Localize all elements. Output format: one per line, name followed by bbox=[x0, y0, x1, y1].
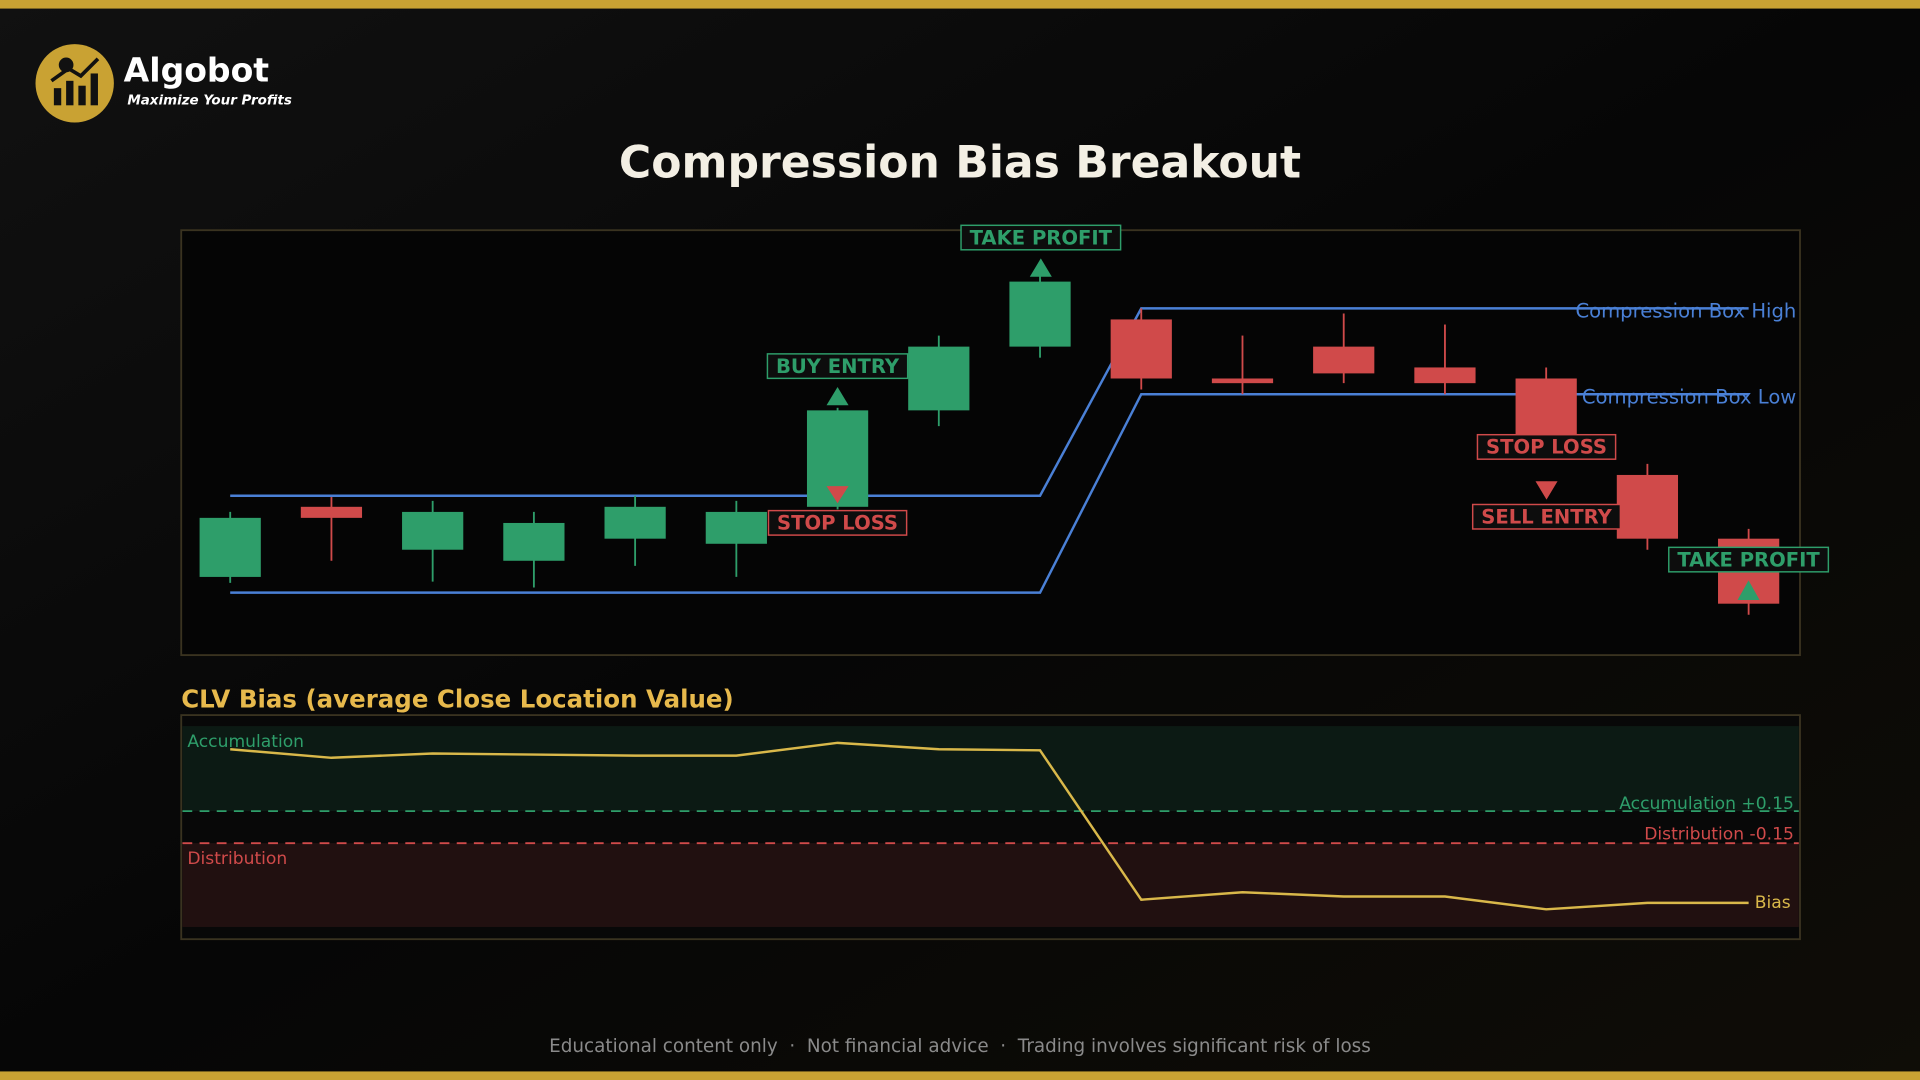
logo bbox=[35, 44, 114, 123]
box-line bbox=[230, 307, 1749, 497]
annotation-box bbox=[1668, 546, 1830, 573]
candle-body bbox=[1009, 281, 1071, 347]
logo-icon bbox=[66, 80, 74, 106]
clv-panel bbox=[180, 714, 1801, 941]
zone bbox=[182, 843, 1799, 927]
logo-icon bbox=[90, 73, 98, 106]
logo-badge bbox=[35, 44, 114, 123]
brand: Algobot bbox=[124, 51, 270, 90]
annotation-arrow bbox=[1029, 258, 1052, 277]
candle-body bbox=[1110, 319, 1172, 379]
candle-body bbox=[1616, 474, 1679, 539]
reference-label: Distribution -0.15 bbox=[1644, 825, 1794, 845]
footer: Educational content only · Not financial… bbox=[549, 1036, 1371, 1057]
bottom-bar bbox=[0, 1071, 1920, 1080]
annotation-arrow bbox=[826, 486, 849, 504]
candle-body bbox=[1515, 378, 1577, 438]
bias-line bbox=[230, 741, 1749, 911]
candle-body bbox=[1313, 346, 1375, 374]
zone-label: Accumulation bbox=[187, 732, 304, 752]
zone-label: Distribution bbox=[187, 849, 287, 869]
annotation-label: BUY ENTRY bbox=[776, 355, 900, 378]
candle-body bbox=[300, 506, 363, 518]
annotation-label: TAKE PROFIT bbox=[1677, 548, 1820, 571]
top-bar bbox=[0, 0, 1920, 9]
candle-body bbox=[503, 522, 565, 561]
series-label: Bias bbox=[1755, 893, 1791, 913]
panel-title: CLV Bias (average Close Location Value) bbox=[181, 684, 734, 713]
zone bbox=[182, 726, 1799, 812]
candle-body bbox=[402, 511, 464, 550]
annotation-box bbox=[960, 224, 1122, 251]
tagline: Maximize Your Profits bbox=[127, 93, 292, 108]
annotation-box bbox=[767, 509, 908, 536]
candle-body bbox=[908, 346, 970, 411]
logo-icon bbox=[78, 85, 86, 106]
line-label: Compression Box High bbox=[1575, 300, 1796, 323]
annotation-label: TAKE PROFIT bbox=[970, 226, 1113, 249]
annotation-arrow bbox=[1737, 580, 1760, 600]
annotation-label: SELL ENTRY bbox=[1481, 505, 1612, 528]
logo-icon bbox=[50, 57, 100, 83]
annotation-box bbox=[766, 353, 909, 380]
annotation-box bbox=[1476, 433, 1617, 460]
candle-body bbox=[1414, 367, 1476, 384]
candle-body bbox=[199, 517, 261, 577]
annotation-label: STOP LOSS bbox=[777, 512, 898, 535]
annotation-label: STOP LOSS bbox=[1486, 436, 1607, 459]
candle-body bbox=[705, 511, 767, 544]
chart-title: Compression Bias Breakout bbox=[619, 137, 1301, 188]
annotation-arrow bbox=[826, 386, 849, 406]
candle-body bbox=[1211, 378, 1274, 384]
logo-icon bbox=[58, 57, 74, 73]
line-label: Compression Box Low bbox=[1582, 385, 1796, 408]
reference-label: Accumulation +0.15 bbox=[1619, 794, 1794, 814]
annotation-arrow bbox=[1535, 481, 1558, 500]
box-line bbox=[230, 392, 1749, 594]
candle-body bbox=[604, 506, 666, 539]
annotation-box bbox=[1471, 503, 1622, 530]
logo-icon bbox=[53, 88, 62, 106]
